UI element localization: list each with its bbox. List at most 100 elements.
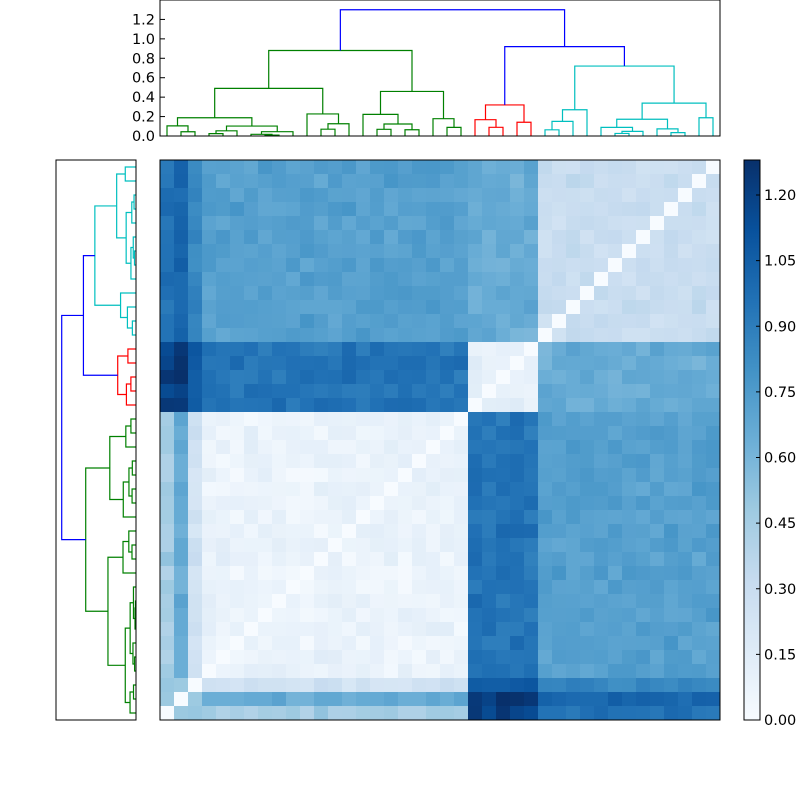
heatmap-cell bbox=[608, 454, 623, 469]
heatmap-cell bbox=[692, 538, 707, 553]
heatmap-cell bbox=[496, 468, 511, 483]
heatmap-cell bbox=[244, 636, 259, 651]
heatmap-cell bbox=[580, 202, 595, 217]
dendrogram-link bbox=[119, 292, 136, 319]
left-dendrogram bbox=[61, 166, 137, 714]
heatmap-cell bbox=[412, 174, 427, 189]
heatmap-cell bbox=[188, 216, 203, 231]
heatmap-cell bbox=[202, 272, 217, 287]
heatmap-cell bbox=[412, 244, 427, 259]
heatmap-cell bbox=[356, 510, 371, 525]
heatmap-cell bbox=[216, 454, 231, 469]
heatmap-cell bbox=[272, 272, 287, 287]
dendrogram-link bbox=[339, 9, 566, 51]
heatmap-cell bbox=[510, 258, 525, 273]
heatmap-cell bbox=[258, 202, 273, 217]
heatmap-cell bbox=[454, 244, 469, 259]
heatmap-cell bbox=[636, 552, 651, 567]
heatmap-cell bbox=[356, 188, 371, 203]
heatmap-cell bbox=[552, 510, 567, 525]
heatmap-cell bbox=[370, 468, 385, 483]
heatmap-cell bbox=[678, 678, 693, 693]
heatmap-cell bbox=[188, 706, 203, 721]
heatmap-cell bbox=[706, 622, 721, 637]
heatmap-cell bbox=[202, 468, 217, 483]
heatmap-cell bbox=[188, 454, 203, 469]
heatmap-cell bbox=[454, 286, 469, 301]
heatmap-cell bbox=[678, 188, 693, 203]
heatmap-cell bbox=[370, 342, 385, 357]
heatmap-cell bbox=[202, 678, 217, 693]
heatmap-cell bbox=[664, 356, 679, 371]
heatmap-cell bbox=[468, 370, 483, 385]
heatmap-cell bbox=[230, 440, 245, 455]
heatmap-cell bbox=[314, 244, 329, 259]
heatmap-cell bbox=[244, 692, 259, 707]
heatmap-cell bbox=[342, 538, 357, 553]
heatmap-cell bbox=[538, 706, 553, 721]
heatmap-cell bbox=[258, 384, 273, 399]
heatmap-cell bbox=[398, 174, 413, 189]
heatmap-cell bbox=[272, 678, 287, 693]
dendrogram-link bbox=[320, 128, 336, 136]
heatmap-cell bbox=[566, 524, 581, 539]
heatmap-cell bbox=[482, 440, 497, 455]
heatmap-cell bbox=[664, 188, 679, 203]
heatmap-cell bbox=[216, 328, 231, 343]
heatmap-cell bbox=[244, 608, 259, 623]
heatmap-cell bbox=[356, 440, 371, 455]
y-tick-label: 0.8 bbox=[132, 51, 155, 67]
heatmap-cell bbox=[482, 314, 497, 329]
heatmap-cell bbox=[608, 356, 623, 371]
heatmap-cell bbox=[356, 622, 371, 637]
heatmap-cell bbox=[650, 412, 665, 427]
heatmap-cell bbox=[370, 286, 385, 301]
heatmap-cell bbox=[272, 566, 287, 581]
heatmap-cell bbox=[258, 188, 273, 203]
heatmap-cell bbox=[230, 566, 245, 581]
heatmap-cell bbox=[216, 552, 231, 567]
heatmap-cell bbox=[636, 440, 651, 455]
heatmap-cell bbox=[258, 608, 273, 623]
heatmap-cell bbox=[356, 356, 371, 371]
heatmap-cell bbox=[524, 230, 539, 245]
heatmap-cell bbox=[188, 608, 203, 623]
heatmap-cell bbox=[398, 664, 413, 679]
heatmap-cell bbox=[426, 188, 441, 203]
heatmap-cell bbox=[440, 468, 455, 483]
heatmap-cell bbox=[160, 188, 175, 203]
heatmap-cell bbox=[580, 244, 595, 259]
heatmap-cell bbox=[482, 174, 497, 189]
heatmap-cell bbox=[678, 412, 693, 427]
heatmap-cell bbox=[580, 552, 595, 567]
heatmap-cell bbox=[650, 426, 665, 441]
heatmap-cell bbox=[370, 188, 385, 203]
heatmap-cell bbox=[412, 216, 427, 231]
heatmap-cell bbox=[580, 216, 595, 231]
heatmap-cell bbox=[566, 468, 581, 483]
heatmap-cell bbox=[510, 538, 525, 553]
heatmap-cell bbox=[160, 706, 175, 721]
heatmap-cell bbox=[538, 258, 553, 273]
heatmap-cell bbox=[370, 608, 385, 623]
heatmap-cell bbox=[216, 594, 231, 609]
heatmap-cell bbox=[468, 202, 483, 217]
heatmap-cell bbox=[664, 678, 679, 693]
heatmap-cell bbox=[468, 272, 483, 287]
heatmap-cell bbox=[468, 566, 483, 581]
heatmap-cell bbox=[300, 552, 315, 567]
heatmap-cell bbox=[272, 622, 287, 637]
heatmap-cell bbox=[300, 384, 315, 399]
heatmap-cell bbox=[454, 258, 469, 273]
colorbar-tick-label: 1.05 bbox=[764, 254, 796, 270]
heatmap-cell bbox=[608, 636, 623, 651]
heatmap-cell bbox=[398, 552, 413, 567]
heatmap-cell bbox=[342, 454, 357, 469]
heatmap-cell bbox=[384, 412, 399, 427]
heatmap-cell bbox=[398, 258, 413, 273]
heatmap-cell bbox=[594, 314, 609, 329]
heatmap-cell bbox=[678, 356, 693, 371]
heatmap-cell bbox=[286, 594, 301, 609]
heatmap-cell bbox=[650, 370, 665, 385]
heatmap-cell bbox=[412, 636, 427, 651]
